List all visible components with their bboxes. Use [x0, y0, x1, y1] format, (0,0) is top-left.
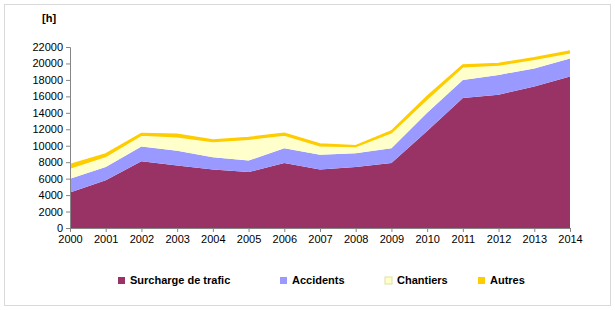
- y-tick-mark: [66, 129, 70, 130]
- x-tick-mark: [427, 228, 428, 232]
- x-tick-mark: [213, 228, 214, 232]
- area: [70, 59, 570, 193]
- y-tick-mark: [66, 63, 70, 64]
- x-tick: 2007: [308, 228, 332, 245]
- y-tick: 6000: [39, 173, 70, 185]
- x-tick-mark: [320, 228, 321, 232]
- y-tick-mark: [66, 96, 70, 97]
- x-tick-mark: [249, 228, 250, 232]
- x-tick-label: 2011: [452, 233, 476, 245]
- y-axis-line: [66, 48, 71, 229]
- y-tick: 16000: [32, 90, 70, 102]
- x-tick-label: 2003: [165, 233, 189, 245]
- y-tick-label: 12000: [32, 123, 63, 135]
- x-tick-mark: [499, 228, 500, 232]
- x-tick-label: 2000: [58, 233, 82, 245]
- x-tick-mark: [141, 228, 142, 232]
- y-tick-mark: [66, 212, 70, 213]
- y-tick: 2000: [39, 206, 70, 218]
- x-tick: 2011: [452, 228, 476, 245]
- x-axis: 2000 2001 2002 2003 2004 2005 2006 2007 2008 2009…: [58, 228, 582, 245]
- y-tick-mark: [66, 80, 70, 81]
- x-tick-label: 2002: [130, 233, 154, 245]
- y-tick: 22000: [32, 41, 70, 53]
- y-tick-label: 10000: [32, 140, 63, 152]
- legend-swatch: [385, 277, 392, 284]
- x-tick-label: 2010: [415, 233, 439, 245]
- chart: 0200040006000800010000120001400016000180…: [0, 0, 615, 310]
- x-tick-label: 2005: [237, 233, 261, 245]
- y-tick-mark: [66, 113, 70, 114]
- x-tick-mark: [570, 228, 571, 232]
- x-tick: 2013: [523, 228, 547, 245]
- y-tick-label: 4000: [39, 189, 63, 201]
- x-tick: 2004: [201, 228, 225, 245]
- y-tick: 14000: [32, 107, 70, 119]
- x-tick: 2003: [165, 228, 189, 245]
- y-tick-label: 14000: [32, 107, 63, 119]
- x-tick-mark: [284, 228, 285, 232]
- y-tick-mark: [66, 179, 70, 180]
- legend-swatch: [478, 277, 485, 284]
- y-tick: 10000: [32, 140, 70, 152]
- x-tick-mark: [177, 228, 178, 232]
- y-tick-mark: [66, 162, 70, 163]
- x-tick: 2008: [344, 228, 368, 245]
- y-tick-label: 18000: [32, 74, 63, 86]
- x-tick: 2002: [130, 228, 154, 245]
- x-tick: 2009: [380, 228, 404, 245]
- x-tick-mark: [534, 228, 535, 232]
- y-tick-mark: [66, 146, 70, 147]
- plot-area: [70, 51, 570, 228]
- x-tick-label: 2012: [487, 233, 511, 245]
- x-tick: 2014: [558, 228, 582, 245]
- y-tick-label: 22000: [32, 41, 63, 53]
- y-tick-mark: [66, 47, 70, 48]
- y-axis: 0200040006000800010000120001400016000180…: [32, 41, 70, 234]
- frame: [5, 5, 611, 306]
- legend-label: Surcharge de trafic: [130, 274, 230, 286]
- x-tick-mark: [391, 228, 392, 232]
- legend-label: Autres: [490, 274, 525, 286]
- y-tick-mark: [66, 195, 70, 196]
- y-tick-mark: [66, 228, 70, 229]
- x-axis-line: [71, 229, 571, 233]
- y-tick: 18000: [32, 74, 70, 86]
- x-tick-label: 2006: [273, 233, 297, 245]
- x-tick-label: 2004: [201, 233, 225, 245]
- x-tick-label: 2014: [558, 233, 582, 245]
- y-tick-label: 2000: [39, 206, 63, 218]
- x-tick: 2006: [273, 228, 297, 245]
- legend-label: Accidents: [292, 274, 345, 286]
- x-tick-label: 2001: [94, 233, 118, 245]
- x-tick-mark: [463, 228, 464, 232]
- y-tick: 20000: [32, 57, 70, 69]
- area: [70, 53, 570, 179]
- legend-swatch: [118, 277, 125, 284]
- y-tick: 4000: [39, 189, 70, 201]
- y-tick-label: 8000: [39, 156, 63, 168]
- legend-label: Chantiers: [397, 274, 448, 286]
- x-tick-label: 2009: [380, 233, 404, 245]
- legend-swatch: [280, 277, 287, 284]
- x-tick-mark: [106, 228, 107, 232]
- x-tick: 2001: [94, 228, 118, 245]
- x-tick: 2010: [415, 228, 439, 245]
- y-tick-label: 6000: [39, 173, 63, 185]
- x-tick: 2000: [58, 228, 82, 245]
- legend: Surcharge de trafic Accidents Chantiers Aut…: [118, 274, 525, 286]
- x-tick-label: 2007: [308, 233, 332, 245]
- y-tick-label: 16000: [32, 90, 63, 102]
- x-tick: 2005: [237, 228, 261, 245]
- y-axis-label: [h]: [42, 12, 56, 24]
- x-tick-label: 2013: [523, 233, 547, 245]
- x-tick-mark: [356, 228, 357, 232]
- x-tick-label: 2008: [344, 233, 368, 245]
- area: [70, 51, 570, 168]
- x-tick-mark: [70, 228, 71, 232]
- y-tick: 8000: [39, 156, 70, 168]
- y-tick: 12000: [32, 123, 70, 135]
- x-tick: 2012: [487, 228, 511, 245]
- y-tick-label: 20000: [32, 57, 63, 69]
